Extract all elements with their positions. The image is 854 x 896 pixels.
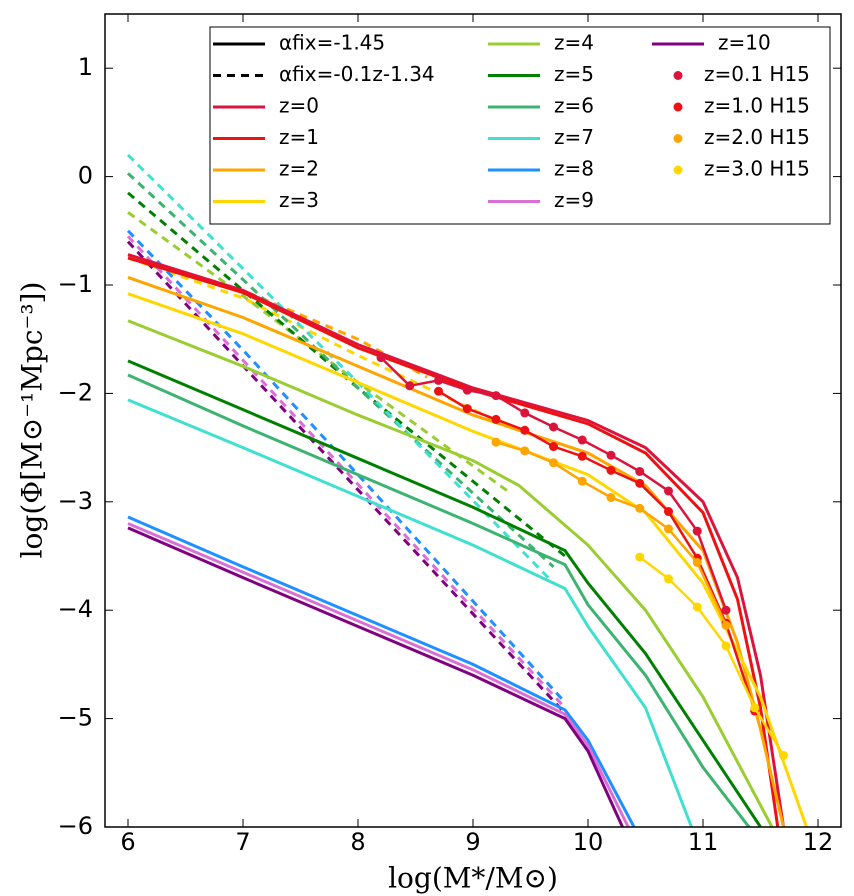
dashed-line bbox=[127, 211, 509, 493]
legend-label: z=10 bbox=[718, 31, 771, 55]
dashed-line bbox=[126, 240, 567, 715]
solid-line bbox=[127, 373, 751, 827]
point bbox=[635, 552, 645, 562]
legend-label: z=5 bbox=[554, 62, 594, 86]
point bbox=[692, 602, 702, 612]
x-tick-label: 7 bbox=[235, 828, 250, 856]
legend-label: z=9 bbox=[554, 188, 594, 212]
y-tick-label: 1 bbox=[78, 53, 93, 81]
legend-label: z=2.0 H15 bbox=[704, 125, 810, 149]
point bbox=[606, 465, 616, 475]
point bbox=[577, 435, 587, 445]
point bbox=[692, 558, 702, 568]
point bbox=[549, 458, 558, 468]
point bbox=[376, 353, 386, 363]
point bbox=[520, 446, 530, 456]
y-axis-label: log(Φ[M⊙⁻¹Mpc⁻³]) bbox=[16, 282, 49, 559]
point-line bbox=[437, 390, 756, 712]
legend-box bbox=[209, 26, 831, 225]
legend: αfix=-1.45 αfix=-0.1z-1.34 z=0 z=1 z=2 z=3 z=4… bbox=[209, 26, 831, 225]
point bbox=[664, 507, 673, 517]
legend-symbol bbox=[673, 71, 683, 80]
legend-label: αfix=-1.45 bbox=[279, 31, 385, 55]
solid-line bbox=[127, 292, 808, 827]
solid-line bbox=[127, 359, 762, 827]
point bbox=[750, 703, 760, 713]
point bbox=[462, 404, 472, 414]
solid-line bbox=[127, 256, 780, 827]
point bbox=[549, 422, 558, 432]
point bbox=[434, 375, 443, 385]
y-tick-label: −1 bbox=[58, 270, 93, 298]
y-tick-label: −3 bbox=[58, 487, 93, 515]
x-tick-label: 9 bbox=[465, 828, 480, 856]
point bbox=[462, 385, 472, 395]
y-tick-label: −5 bbox=[58, 704, 93, 732]
point bbox=[577, 451, 587, 461]
legend-label: z=8 bbox=[554, 157, 594, 181]
point bbox=[635, 503, 645, 513]
legend-symbol bbox=[673, 102, 683, 112]
plot-area bbox=[126, 153, 808, 827]
x-tick-label: 6 bbox=[120, 828, 135, 856]
legend-label: z=3.0 H15 bbox=[704, 157, 810, 181]
point bbox=[664, 574, 673, 584]
point bbox=[405, 381, 415, 391]
solid-line bbox=[127, 522, 630, 827]
point bbox=[635, 466, 645, 476]
legend-symbol bbox=[673, 134, 683, 143]
solid-line bbox=[127, 319, 774, 827]
dashed-line bbox=[126, 235, 567, 709]
point bbox=[434, 386, 443, 396]
point-line bbox=[638, 556, 785, 757]
legend-label: z=6 bbox=[554, 94, 594, 118]
legend-label: z=0.1 H15 bbox=[704, 62, 810, 86]
point bbox=[520, 425, 530, 435]
point bbox=[635, 478, 645, 488]
point bbox=[491, 437, 501, 447]
solid-line bbox=[127, 398, 693, 827]
x-tick-label: 11 bbox=[688, 828, 719, 856]
point bbox=[606, 492, 616, 502]
y-tick-label: −6 bbox=[58, 812, 93, 840]
y-tick-label: −4 bbox=[58, 595, 93, 623]
legend-label: z=4 bbox=[554, 31, 594, 55]
x-axis-label: log(M*/M⊙) bbox=[388, 862, 558, 895]
solid-line bbox=[127, 515, 636, 827]
x-tick-label: 12 bbox=[803, 828, 834, 856]
legend-label: αfix=-0.1z-1.34 bbox=[279, 62, 435, 86]
legend-label: z=7 bbox=[554, 125, 594, 149]
point bbox=[721, 620, 731, 630]
dashed-line bbox=[126, 172, 555, 568]
solid-line bbox=[127, 275, 785, 827]
point bbox=[692, 526, 702, 536]
x-tick-label: 10 bbox=[573, 828, 604, 856]
x-tick-label: 8 bbox=[350, 828, 365, 856]
legend-label: z=3 bbox=[279, 188, 319, 212]
solid-line bbox=[127, 253, 785, 827]
legend-label: z=1 bbox=[279, 125, 319, 149]
point bbox=[664, 524, 673, 534]
point bbox=[520, 408, 530, 418]
dashed-line bbox=[127, 191, 566, 558]
point bbox=[549, 442, 558, 452]
point bbox=[491, 391, 501, 401]
solid-line bbox=[127, 526, 624, 827]
y-tick-label: 0 bbox=[78, 162, 93, 190]
point bbox=[721, 605, 731, 615]
legend-label: z=2 bbox=[279, 157, 319, 181]
legend-label: z=1.0 H15 bbox=[704, 94, 810, 118]
legend-symbol bbox=[673, 165, 683, 175]
point bbox=[664, 486, 673, 496]
point bbox=[779, 750, 788, 760]
point bbox=[491, 414, 501, 424]
legend-label: z=0 bbox=[279, 94, 319, 118]
dashed-line bbox=[126, 153, 555, 585]
point bbox=[721, 641, 731, 651]
y-tick-label: −2 bbox=[58, 378, 93, 406]
point bbox=[606, 450, 616, 460]
point bbox=[577, 476, 587, 486]
